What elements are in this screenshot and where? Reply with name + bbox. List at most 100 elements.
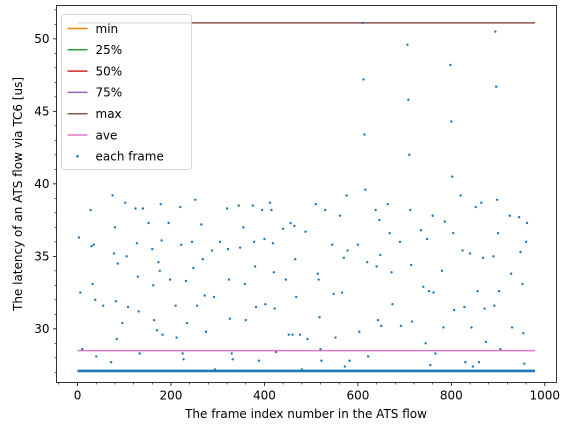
- data-point: [452, 308, 456, 312]
- data-point: [161, 333, 164, 336]
- data-point: [291, 333, 294, 336]
- data-point: [496, 231, 500, 235]
- data-point: [121, 321, 124, 325]
- data-point: [252, 240, 256, 244]
- x-tick-label: 1000: [530, 389, 561, 403]
- data-point: [509, 272, 513, 275]
- data-point: [213, 368, 217, 371]
- data-point: [366, 260, 369, 264]
- data-point: [94, 298, 97, 302]
- y-tick-label: 50: [34, 32, 49, 46]
- data-point: [332, 292, 335, 296]
- data-point: [316, 272, 319, 275]
- data-point: [225, 207, 229, 210]
- data-point: [470, 326, 473, 329]
- data-point: [273, 307, 276, 310]
- data-point: [410, 320, 414, 323]
- data-point: [323, 208, 327, 212]
- data-point: [135, 242, 139, 245]
- data-point: [137, 310, 140, 313]
- data-point: [356, 243, 360, 246]
- data-point: [300, 368, 304, 371]
- legend-label: each frame: [96, 150, 164, 164]
- data-point: [525, 221, 529, 225]
- data-point: [298, 333, 302, 336]
- data-point: [427, 289, 431, 293]
- legend-box: [61, 14, 192, 170]
- data-point: [523, 362, 526, 365]
- data-point: [461, 249, 464, 252]
- data-point: [318, 316, 321, 319]
- plot-area: [77, 21, 536, 373]
- data-point: [152, 284, 155, 287]
- legend-label: max: [96, 107, 122, 121]
- data-point: [517, 216, 521, 219]
- data-point: [366, 355, 370, 358]
- data-point: [147, 221, 150, 225]
- data-point: [201, 258, 204, 261]
- data-point: [102, 304, 105, 307]
- data-point: [477, 361, 481, 364]
- data-point: [157, 260, 160, 264]
- legend-item-max: max: [67, 107, 122, 121]
- data-point: [111, 194, 114, 197]
- legend-label: 50%: [96, 64, 123, 78]
- data-point: [79, 291, 82, 294]
- data-point: [257, 359, 261, 362]
- data-point: [289, 221, 292, 225]
- data-point: [159, 202, 162, 206]
- data-point: [317, 278, 320, 281]
- data-point: [294, 258, 297, 261]
- y-axis-label: The latency of an ATS flow via TC6 [us]: [11, 77, 25, 312]
- data-point: [175, 336, 178, 339]
- data-point: [92, 243, 96, 246]
- data-point: [499, 347, 502, 351]
- data-point: [449, 63, 452, 67]
- data-point: [200, 223, 203, 226]
- data-point: [451, 175, 454, 178]
- legend-marker: [76, 155, 79, 158]
- data-point: [212, 295, 216, 299]
- data-point: [152, 318, 156, 322]
- data-point: [380, 324, 383, 328]
- data-point: [442, 326, 445, 329]
- data-point: [274, 350, 278, 354]
- data-point: [476, 289, 479, 293]
- data-point: [114, 300, 118, 303]
- data-point: [342, 256, 346, 259]
- y-tick-label: 40: [34, 177, 49, 191]
- data-point: [495, 85, 498, 88]
- data-point: [346, 249, 349, 252]
- data-point: [450, 120, 453, 123]
- x-tick-label: 600: [346, 389, 369, 403]
- data-point: [210, 249, 214, 252]
- data-point: [115, 337, 118, 341]
- legend-label: 25%: [96, 43, 123, 57]
- data-point: [388, 231, 391, 235]
- data-point: [182, 358, 185, 361]
- data-point: [378, 218, 381, 222]
- data-point: [399, 324, 403, 328]
- data-point: [237, 204, 240, 207]
- data-point: [179, 205, 182, 209]
- data-point: [77, 236, 81, 239]
- data-point: [419, 229, 423, 232]
- x-tick-label: 200: [160, 389, 183, 403]
- data-point: [243, 282, 247, 286]
- data-point: [334, 336, 337, 339]
- data-point: [497, 289, 501, 293]
- data-point: [287, 333, 290, 336]
- data-point: [263, 237, 266, 241]
- data-point: [320, 359, 323, 362]
- data-point: [253, 265, 257, 268]
- data-point: [492, 255, 495, 258]
- data-point: [180, 243, 183, 246]
- legend-item-min: min: [67, 22, 118, 36]
- y-tick-label: 35: [34, 250, 49, 264]
- data-point: [376, 318, 380, 322]
- data-point: [134, 207, 137, 210]
- data-point: [89, 208, 92, 212]
- data-point: [510, 326, 514, 329]
- data-point: [406, 43, 409, 46]
- data-point: [409, 208, 412, 212]
